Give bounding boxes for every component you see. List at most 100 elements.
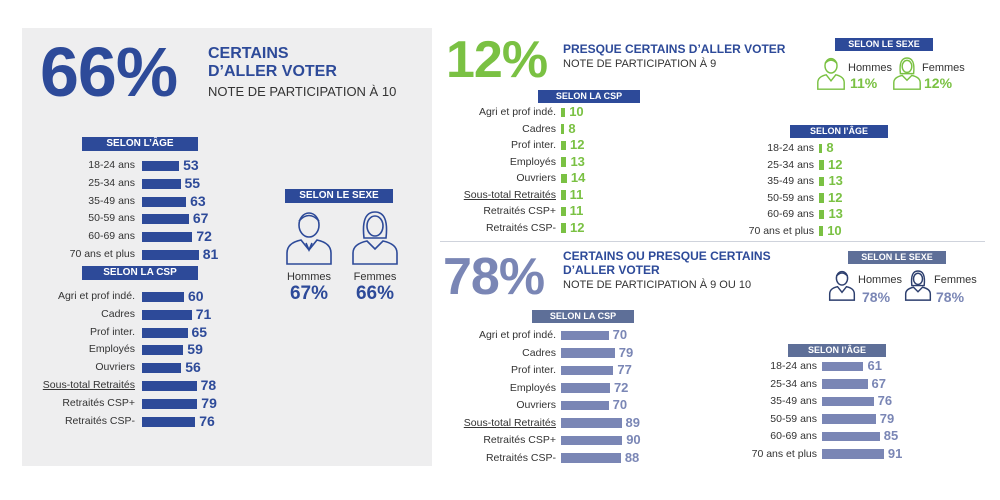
bar-row: 18-24 ans 61	[0, 358, 930, 375]
bar-label: Retraités CSP+	[483, 205, 556, 217]
bar	[822, 361, 864, 371]
bar-row: Agri et prof indé. 70	[0, 327, 660, 344]
bar-row: 60-69 ans 72	[0, 228, 240, 246]
bar-value: 81	[202, 246, 219, 262]
bar-value: 91	[887, 445, 903, 461]
bar-label: Retraités CSP-	[485, 221, 556, 234]
bar-label: Retraités CSP+	[62, 396, 135, 409]
bar-row: Prof inter. 65	[0, 324, 240, 342]
bar-value: 61	[867, 358, 882, 373]
panel1-age-header: SELON L’ÂGE	[82, 137, 198, 151]
bar-label: 60-69 ans	[770, 430, 817, 442]
bar-value: 11	[569, 203, 584, 218]
panel-certains	[22, 28, 432, 466]
bar	[561, 400, 609, 410]
bar-row: 50-59 ans 12	[0, 190, 890, 207]
bar-row: 60-69 ans 85	[0, 428, 930, 445]
bar-value: 12	[570, 219, 585, 235]
panel1-hommes-label: Hommes	[286, 271, 331, 283]
bar-label: 50-59 ans	[767, 191, 814, 204]
bar-label: 50-59 ans	[770, 412, 817, 425]
bar-label: Employés	[88, 343, 135, 356]
bar-value: 60	[188, 288, 204, 304]
bar-row: 50-59 ans 67	[0, 210, 240, 228]
bar-row: Retraités CSP+ 79	[0, 395, 240, 413]
bar	[561, 190, 566, 200]
bar-row: Sous-total Retraités 89	[0, 415, 660, 432]
panel1-age-chart: 18-24 ans 53 25-34 ans 55 35-49 ans 63 50-59 a…	[0, 157, 240, 264]
panel3-csp-chart: Agri et prof indé. 70 Cadres 79 Prof inter. 7…	[0, 327, 660, 469]
bar-label: Ouvriers	[516, 172, 556, 184]
bar	[822, 379, 868, 389]
bar-value: 10	[569, 104, 584, 119]
panel2-csp-header: SELON LA CSP	[538, 90, 640, 103]
panel1-femmes-label: Femmes	[353, 271, 397, 283]
bar	[561, 107, 566, 117]
bar	[142, 178, 181, 189]
bar-value: 79	[879, 410, 895, 426]
bar-row: 35-49 ans 63	[0, 193, 240, 211]
bar-label: 18-24 ans	[88, 159, 135, 171]
panel2-big-percent: 12%	[446, 31, 548, 89]
bar-value: 13	[828, 206, 843, 221]
bar	[561, 124, 565, 134]
bar	[142, 327, 188, 338]
panel3-age-chart: 18-24 ans 61 25-34 ans 67 35-49 ans 76 50-59 a…	[0, 358, 930, 464]
woman-icon	[352, 211, 398, 265]
bar-label: 35-49 ans	[770, 395, 817, 407]
bar-label: 70 ans et plus	[748, 224, 814, 237]
panel3-sex-header: SELON LE SEXE	[848, 251, 946, 264]
bar-value: 78	[200, 377, 217, 393]
bar-label: Retraités CSP-	[64, 414, 135, 427]
bar-row: Employés 13	[0, 154, 640, 171]
bar-label: Cadres	[101, 307, 135, 320]
bar-value: 63	[190, 192, 206, 209]
bar	[142, 309, 192, 320]
bar	[822, 449, 884, 459]
panel1-subtitle: NOTE DE PARTICIPATION À 10	[208, 84, 397, 99]
bar-label: Prof inter.	[511, 364, 556, 376]
panel3-big-percent: 78%	[443, 248, 545, 306]
bar-row: Cadres 71	[0, 306, 240, 324]
bar-row: Retraités CSP- 88	[0, 450, 660, 467]
bar-label: Retraités CSP-	[485, 451, 556, 464]
bar	[561, 418, 622, 428]
bar-value: 79	[618, 344, 634, 360]
bar	[561, 206, 566, 216]
panel3-age-header: SELON l’ÂGE	[788, 344, 886, 357]
bar-label: 18-24 ans	[770, 360, 817, 372]
panel3-title-line1: CERTAINS OU PRESQUE CERTAINS	[563, 249, 771, 263]
bar-row: 35-49 ans 13	[0, 173, 890, 190]
bar-row: Sous-total Retraités 11	[0, 187, 640, 204]
bar-label: 35-49 ans	[767, 175, 814, 187]
bar-label: Ouvriers	[95, 361, 135, 374]
bar-row: Retraités CSP+ 11	[0, 203, 640, 220]
panel3-title-line2: D’ALLER VOTER	[563, 263, 660, 277]
bar-value: 76	[877, 393, 893, 408]
bar-row: Retraités CSP- 12	[0, 220, 640, 237]
panel1-title-line2: D’ALLER VOTER	[208, 63, 337, 80]
bar	[561, 330, 609, 340]
panel2-age-chart: 18-24 ans 8 25-34 ans 12 35-49 ans 13 50-59 an…	[0, 140, 890, 239]
bar-value: 71	[195, 305, 212, 322]
bar-value: 8	[826, 140, 834, 155]
panel2-femmes-label: Femmes	[922, 62, 965, 74]
bar-value: 13	[828, 173, 843, 188]
bar-value: 85	[883, 428, 899, 443]
man-icon	[817, 57, 845, 90]
bar	[819, 226, 824, 236]
bar-value: 72	[196, 228, 212, 245]
bar	[142, 398, 198, 409]
bar-row: 70 ans et plus 10	[0, 223, 890, 240]
bar-row: Cadres 8	[0, 121, 640, 138]
panel1-csp-chart: Agri et prof indé. 60 Cadres 71 Prof inter. 6…	[0, 288, 240, 430]
panel2-femmes-percent: 12%	[924, 75, 953, 91]
bar-value: 14	[570, 170, 586, 185]
bar-label: Agri et prof indé.	[478, 329, 556, 341]
bar	[561, 383, 610, 393]
man-icon	[828, 270, 856, 301]
panel2-age-header: SELON l’ÂGE	[790, 125, 888, 138]
panel1-sex-femmes: Femmes 66%	[344, 208, 406, 305]
bar-label: 60-69 ans	[88, 230, 135, 243]
panel3-femmes-label: Femmes	[934, 274, 977, 286]
